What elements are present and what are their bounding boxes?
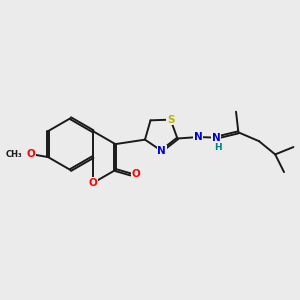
Text: S: S <box>167 115 174 124</box>
Text: O: O <box>132 169 140 179</box>
Text: CH₃: CH₃ <box>6 150 22 159</box>
Text: O: O <box>27 149 35 159</box>
Text: N: N <box>212 133 221 142</box>
Text: H: H <box>214 142 222 152</box>
Text: O: O <box>88 178 97 188</box>
Text: N: N <box>194 132 203 142</box>
Text: N: N <box>157 146 166 156</box>
